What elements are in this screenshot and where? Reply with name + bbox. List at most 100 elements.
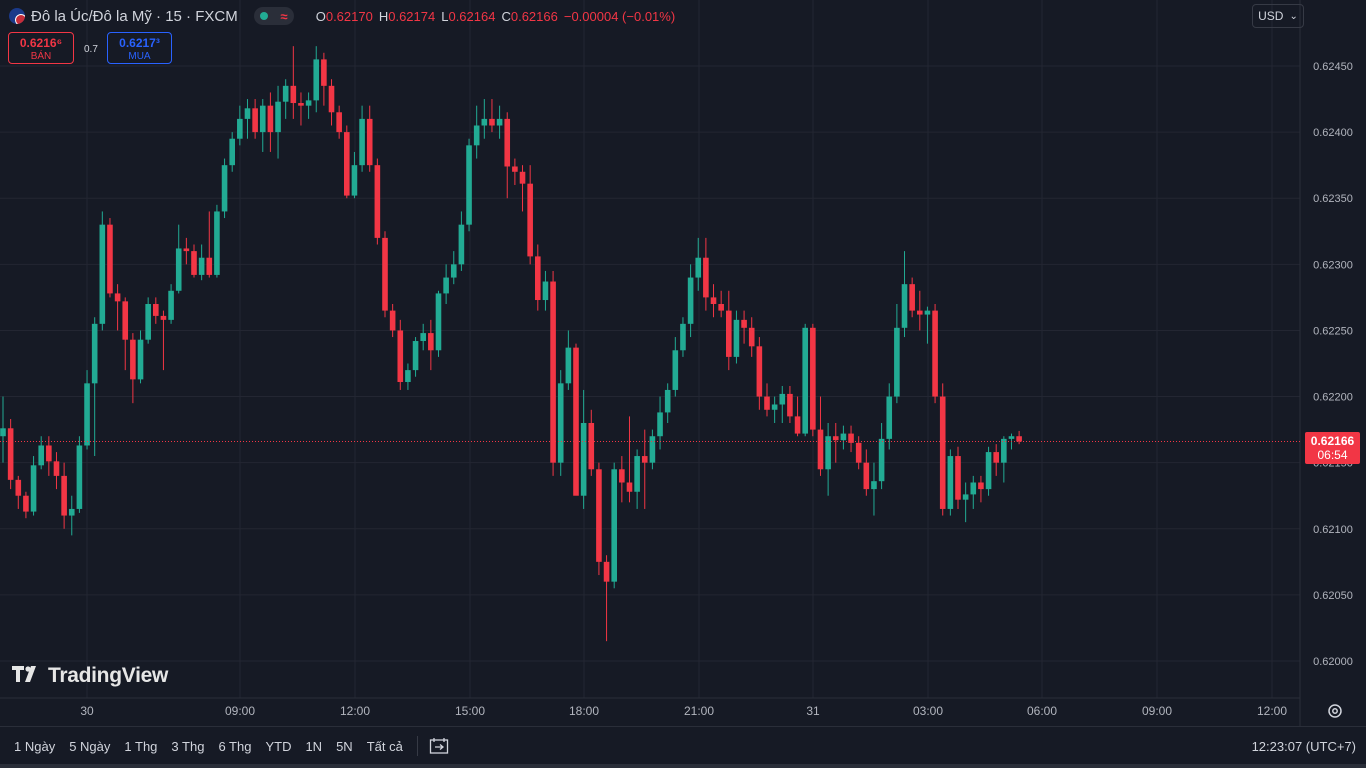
candle-body [710, 297, 717, 304]
range-5y[interactable]: 5N [336, 738, 353, 754]
candle-body [565, 347, 572, 384]
y-tick-label: 0.62100 [1313, 524, 1353, 536]
candle-body [894, 327, 900, 397]
bar-countdown: 06:54 [1317, 448, 1348, 462]
candle-body [832, 436, 839, 441]
candle-body [175, 248, 182, 291]
candle-body [61, 475, 67, 516]
candle-body [917, 310, 923, 315]
range-1d[interactable]: 1 Ngày [14, 738, 56, 754]
range-1y[interactable]: 1N [305, 738, 323, 754]
candle-body [810, 327, 816, 430]
candle-body [619, 469, 625, 483]
range-5d[interactable]: 5 Ngày [69, 738, 111, 754]
candle-body [168, 290, 174, 320]
candle-body [389, 310, 396, 331]
high-label: H [378, 8, 389, 24]
candle-body [802, 327, 808, 434]
candle-body [214, 211, 220, 275]
toolbar-divider [416, 736, 418, 756]
candle-body [183, 248, 190, 252]
candle-body [512, 166, 518, 172]
candle-body [718, 304, 724, 311]
x-tick-label: 09:00 [1142, 704, 1172, 718]
candle-body [848, 433, 854, 443]
candle-body [535, 256, 541, 301]
goto-date-icon[interactable] [428, 735, 450, 757]
candle-body [817, 429, 824, 470]
buy-button[interactable]: 0.6217³ MUA [107, 32, 172, 64]
candle-body [901, 284, 908, 328]
y-tick-label: 0.62000 [1313, 656, 1353, 668]
candle-body [1016, 436, 1022, 442]
candle-body [519, 171, 526, 184]
change-value: −0.00004 (−0.01%) [563, 8, 676, 24]
candle-body [374, 165, 381, 238]
candle-body [542, 281, 549, 301]
open-value: 0.62170 [325, 8, 373, 24]
candle-body [473, 125, 480, 146]
range-ytd[interactable]: YTD [265, 738, 292, 754]
candle-body [703, 257, 709, 298]
candle-body [382, 237, 388, 311]
range-buttons: 1 Ngày 5 Ngày 1 Thg 3 Thg 6 Thg YTD 1N 5… [14, 739, 403, 754]
candle-body [30, 465, 37, 512]
candle-body [290, 85, 297, 104]
candle-body [198, 257, 205, 275]
candle-body [420, 333, 426, 342]
candle-body [955, 456, 961, 500]
sell-button[interactable]: 0.6216⁶ BÁN [8, 32, 74, 64]
candle-body [275, 101, 281, 133]
candle-body [878, 438, 885, 482]
candle-body [825, 436, 831, 470]
y-tick-label: 0.62450 [1313, 61, 1353, 73]
x-tick-label: 21:00 [684, 704, 714, 718]
candle-body [527, 183, 533, 257]
range-6m[interactable]: 6 Thg [218, 738, 252, 754]
candle-body [107, 224, 113, 294]
candle-body [978, 482, 984, 490]
market-status-pill[interactable]: ≈ [253, 7, 294, 25]
range-1m[interactable]: 1 Thg [124, 738, 158, 754]
candle-body [550, 281, 556, 463]
chevron-down-icon: ⌄ [1289, 10, 1298, 22]
candle-body [672, 350, 679, 390]
tradingview-logo[interactable]: TradingView [12, 664, 168, 688]
candle-body [481, 118, 488, 126]
clock-timezone[interactable]: 12:23:07 (UTC+7) [1251, 738, 1356, 754]
candle-body [726, 310, 732, 357]
candle-body [680, 323, 686, 351]
candle-body [206, 257, 213, 275]
candlestick-chart[interactable]: 0.620000.620500.621000.621500.622000.622… [0, 0, 1366, 726]
candle-body [695, 257, 702, 278]
candle-body [252, 108, 258, 133]
y-tick-label: 0.62250 [1313, 325, 1353, 337]
candle-body [909, 284, 915, 311]
last-price-tag: 0.62166 06:54 [1305, 432, 1360, 464]
candle-body [153, 304, 159, 316]
last-price: 0.62166 [1310, 434, 1355, 448]
symbol-title[interactable]: Đô la Úc/Đô la Mỹ · 15 · FXCM [31, 7, 238, 25]
candle-body [489, 118, 495, 126]
candle-body [282, 85, 289, 102]
currency-select[interactable]: USD ⌄ [1252, 4, 1304, 28]
y-tick-label: 0.62050 [1313, 590, 1353, 602]
x-tick-label: 31 [806, 704, 820, 718]
candle-body [641, 456, 648, 463]
y-tick-label: 0.62200 [1313, 392, 1353, 404]
settings-gear-icon[interactable] [1326, 702, 1344, 720]
candle-body [412, 341, 419, 371]
candle-body [397, 330, 404, 383]
bottom-toolbar: 1 Ngày 5 Ngày 1 Thg 3 Thg 6 Thg YTD 1N 5… [0, 726, 1366, 765]
candle-body [603, 561, 610, 582]
candle-body [573, 347, 579, 496]
chart-header: Đô la Úc/Đô la Mỹ · 15 · FXCM ≈ O 0.62170… [0, 0, 1300, 32]
candle-body [244, 108, 251, 119]
range-3m[interactable]: 3 Thg [171, 738, 205, 754]
range-all[interactable]: Tất cả [366, 738, 403, 754]
candle-body [787, 393, 793, 417]
candle-body [596, 469, 602, 562]
candle-body [458, 224, 465, 265]
candle-body [450, 264, 457, 278]
tv-logo-icon [12, 665, 42, 688]
